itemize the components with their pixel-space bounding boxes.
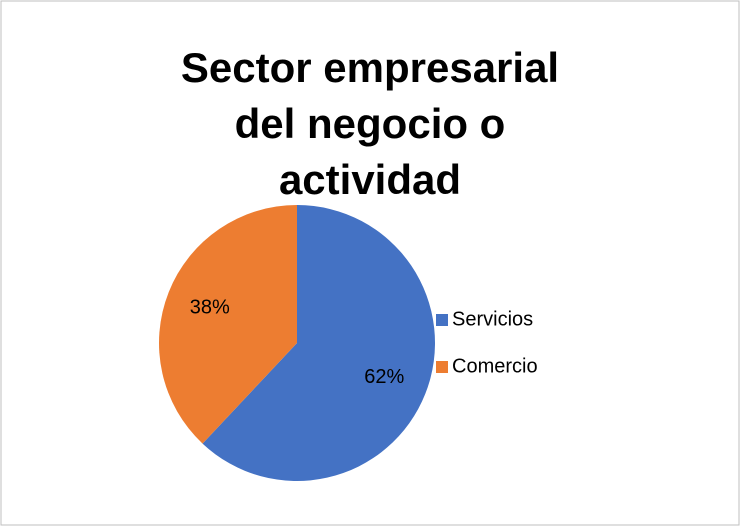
legend-swatch bbox=[436, 361, 448, 373]
legend-label: Servicios bbox=[452, 308, 533, 330]
pie-slice bbox=[202, 205, 436, 481]
legend-label: Comercio bbox=[452, 355, 538, 377]
legend-swatch bbox=[436, 314, 448, 326]
data-label: 38% bbox=[190, 297, 230, 319]
data-label: 62% bbox=[364, 366, 404, 388]
pie-slice bbox=[159, 205, 297, 444]
chart-title: Sector empresarial del negocio o activid… bbox=[180, 44, 560, 203]
